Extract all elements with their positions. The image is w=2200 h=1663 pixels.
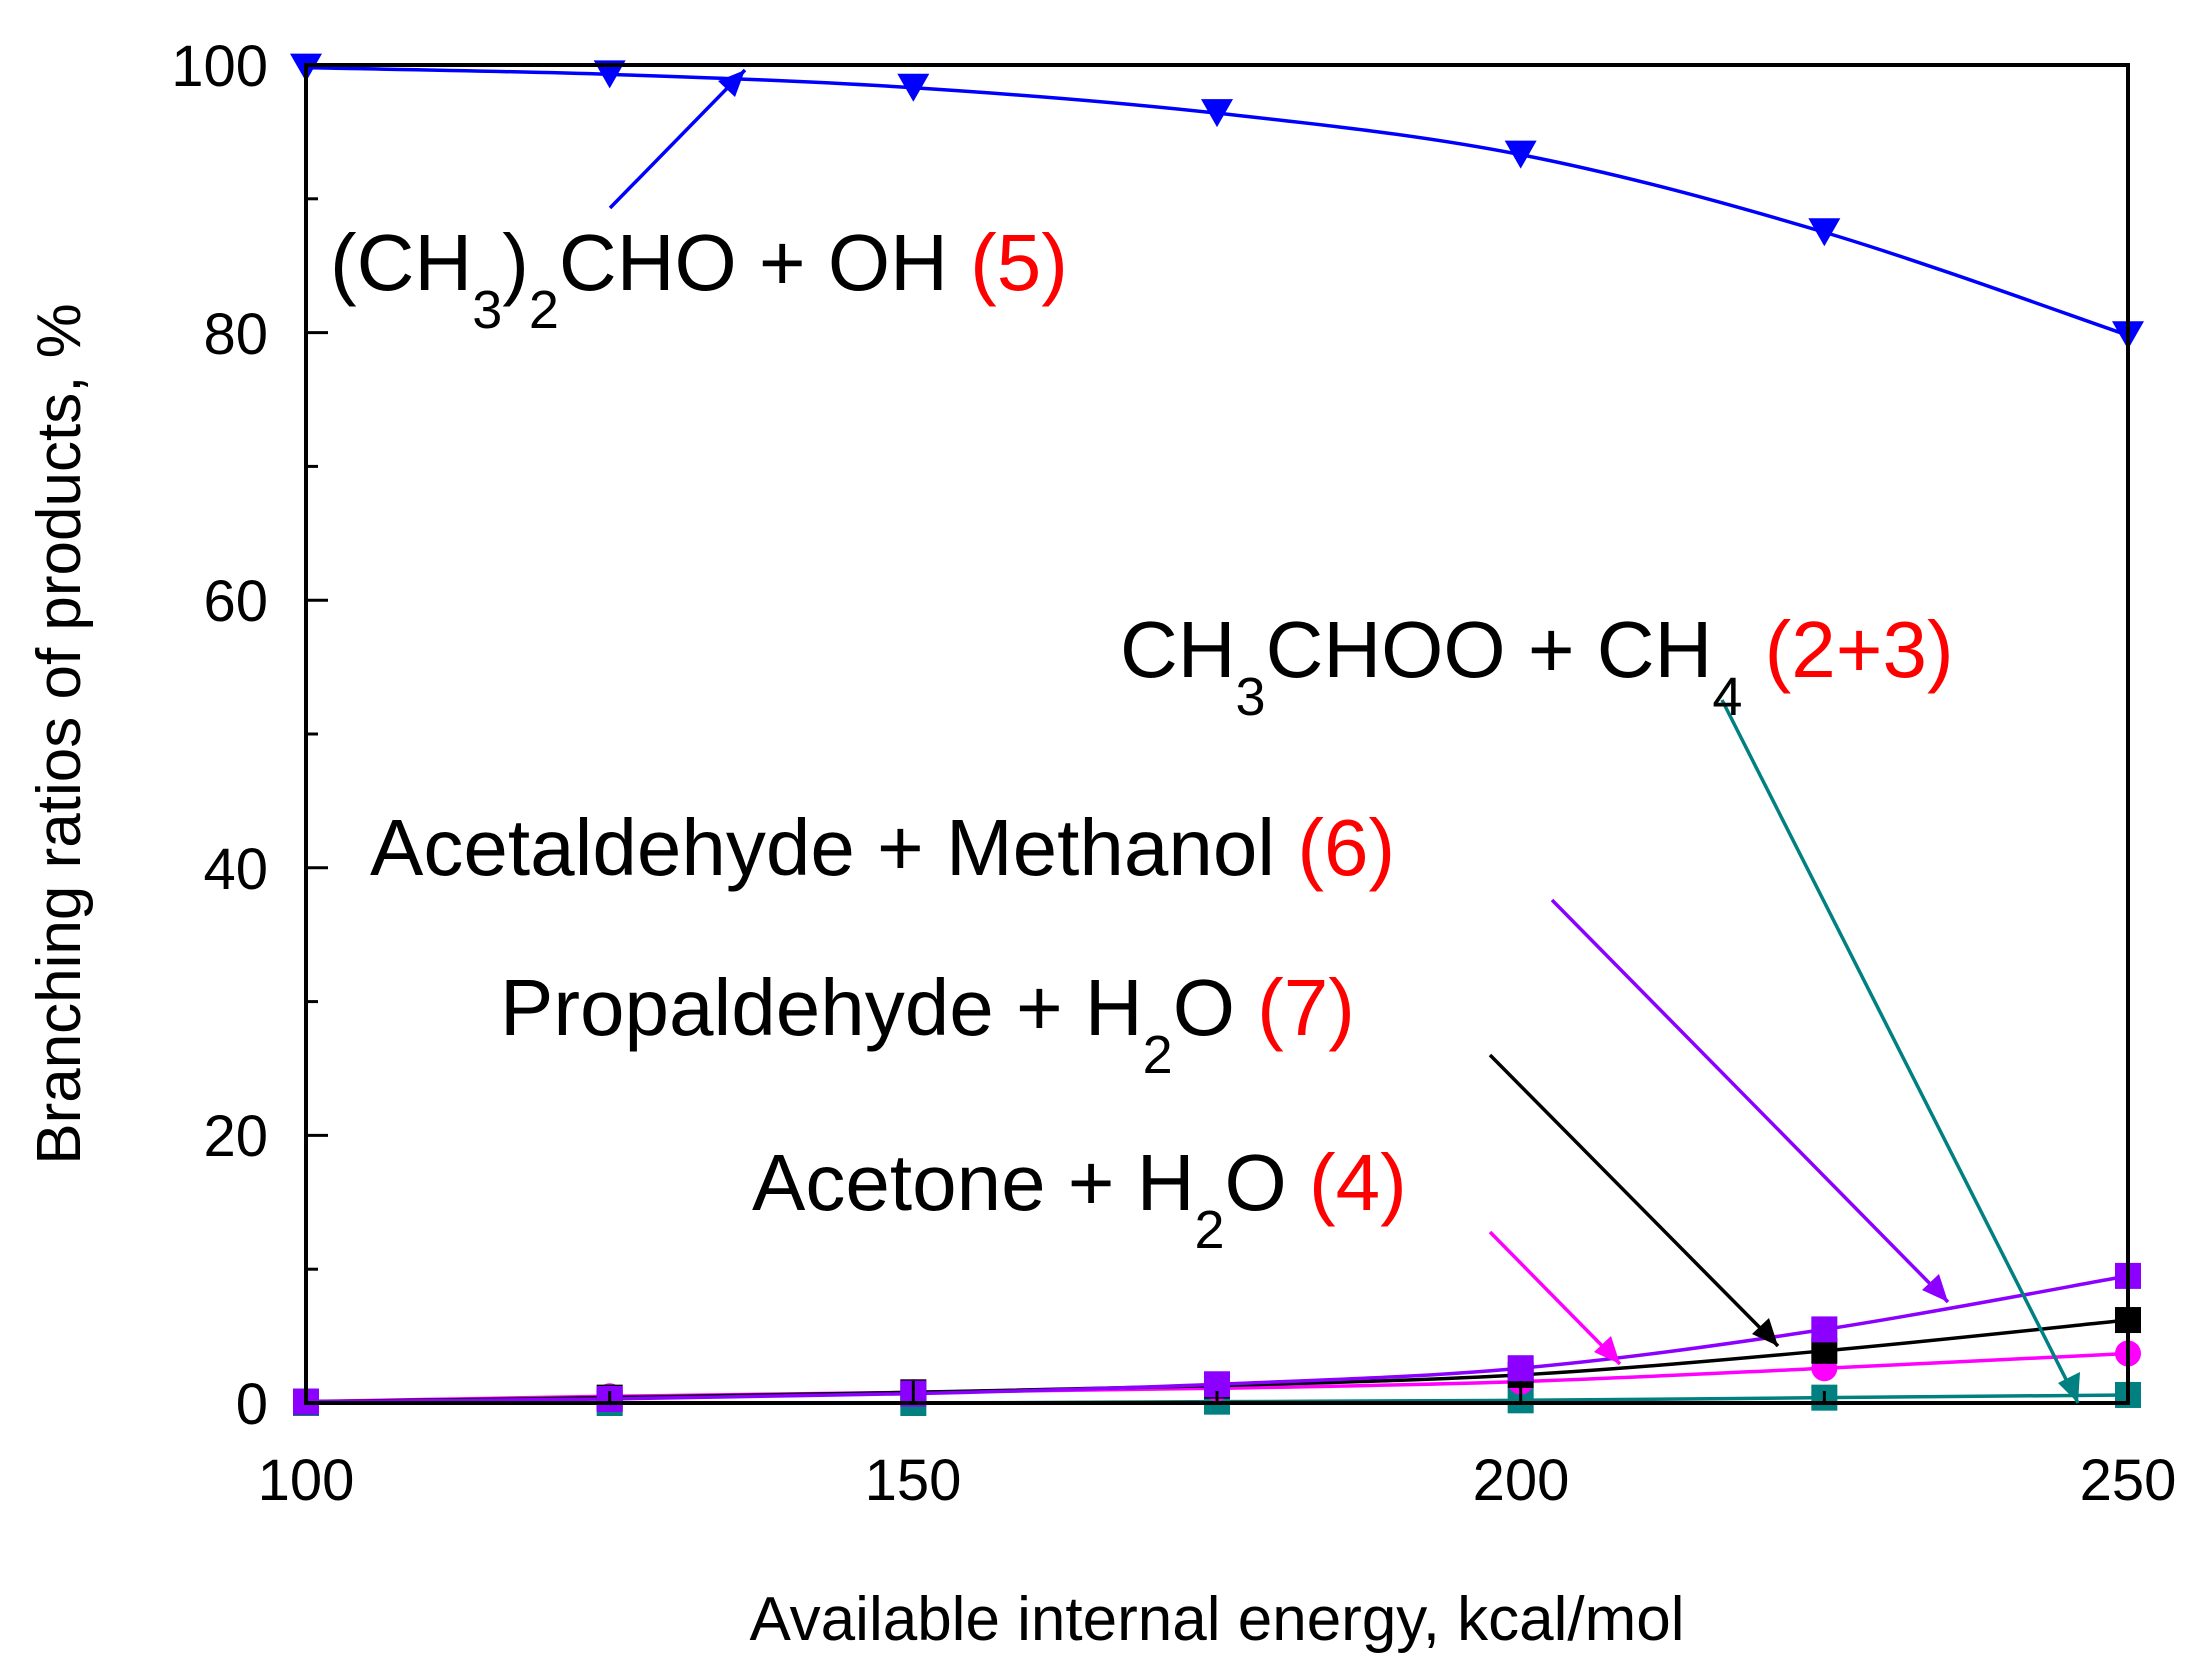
x-tick-label: 100	[258, 1448, 355, 1513]
y-axis-title: Branching ratios of products, %	[25, 303, 94, 1165]
data-point-s6	[1811, 1316, 1838, 1343]
arrow-6	[1550, 898, 1950, 1304]
annotation-4: Acetone + H2O (4)	[752, 1138, 1407, 1260]
arrowhead-4	[1594, 1336, 1620, 1364]
y-tick-label: 100	[171, 34, 268, 99]
x-tick-labels: 100 150 200 250	[258, 1448, 2177, 1513]
arrowhead-23	[2058, 1372, 2080, 1403]
axis-ticks	[304, 63, 2130, 1405]
y-tick-label: 20	[203, 1104, 268, 1169]
arrow-23	[1720, 699, 2080, 1404]
arrowhead-5	[718, 70, 745, 97]
y-tick-label: 0	[236, 1372, 268, 1437]
x-tick-label: 200	[1473, 1448, 1570, 1513]
data-point-s6	[1507, 1355, 1534, 1382]
data-point-s5	[1201, 99, 1233, 128]
y-tick-labels: 0 20 40 60 80 100	[171, 34, 268, 1437]
arrow-7	[1488, 1053, 1780, 1348]
x-axis-title: Available internal energy, kcal/mol	[749, 1585, 1684, 1654]
arrowhead-6	[1922, 1274, 1948, 1302]
y-tick-label: 40	[203, 837, 268, 902]
annotation-5: (CH3)2CHO + OH (5)	[330, 218, 1068, 340]
x-tick-label: 250	[2080, 1448, 2177, 1513]
data-point-s5	[593, 60, 626, 89]
arrowhead-7	[1752, 1318, 1778, 1346]
annotation-6: Acetaldehyde + Methanol (6)	[370, 803, 1395, 892]
x-tick-label: 150	[865, 1448, 962, 1513]
annotation-7: Propaldehyde + H2O (7)	[500, 963, 1355, 1085]
data-point-s5	[897, 73, 930, 102]
annotation-2-3: CH3CHOO + CH4 (2+3)	[1120, 605, 1954, 727]
data-point-s5	[1504, 140, 1537, 169]
y-tick-label: 80	[203, 302, 268, 367]
arrow-4	[1488, 1230, 1622, 1366]
arrow-5	[608, 68, 747, 210]
y-tick-label: 60	[203, 569, 268, 634]
data-point-s5	[1808, 218, 1841, 247]
annotation-arrows	[608, 68, 2080, 1404]
